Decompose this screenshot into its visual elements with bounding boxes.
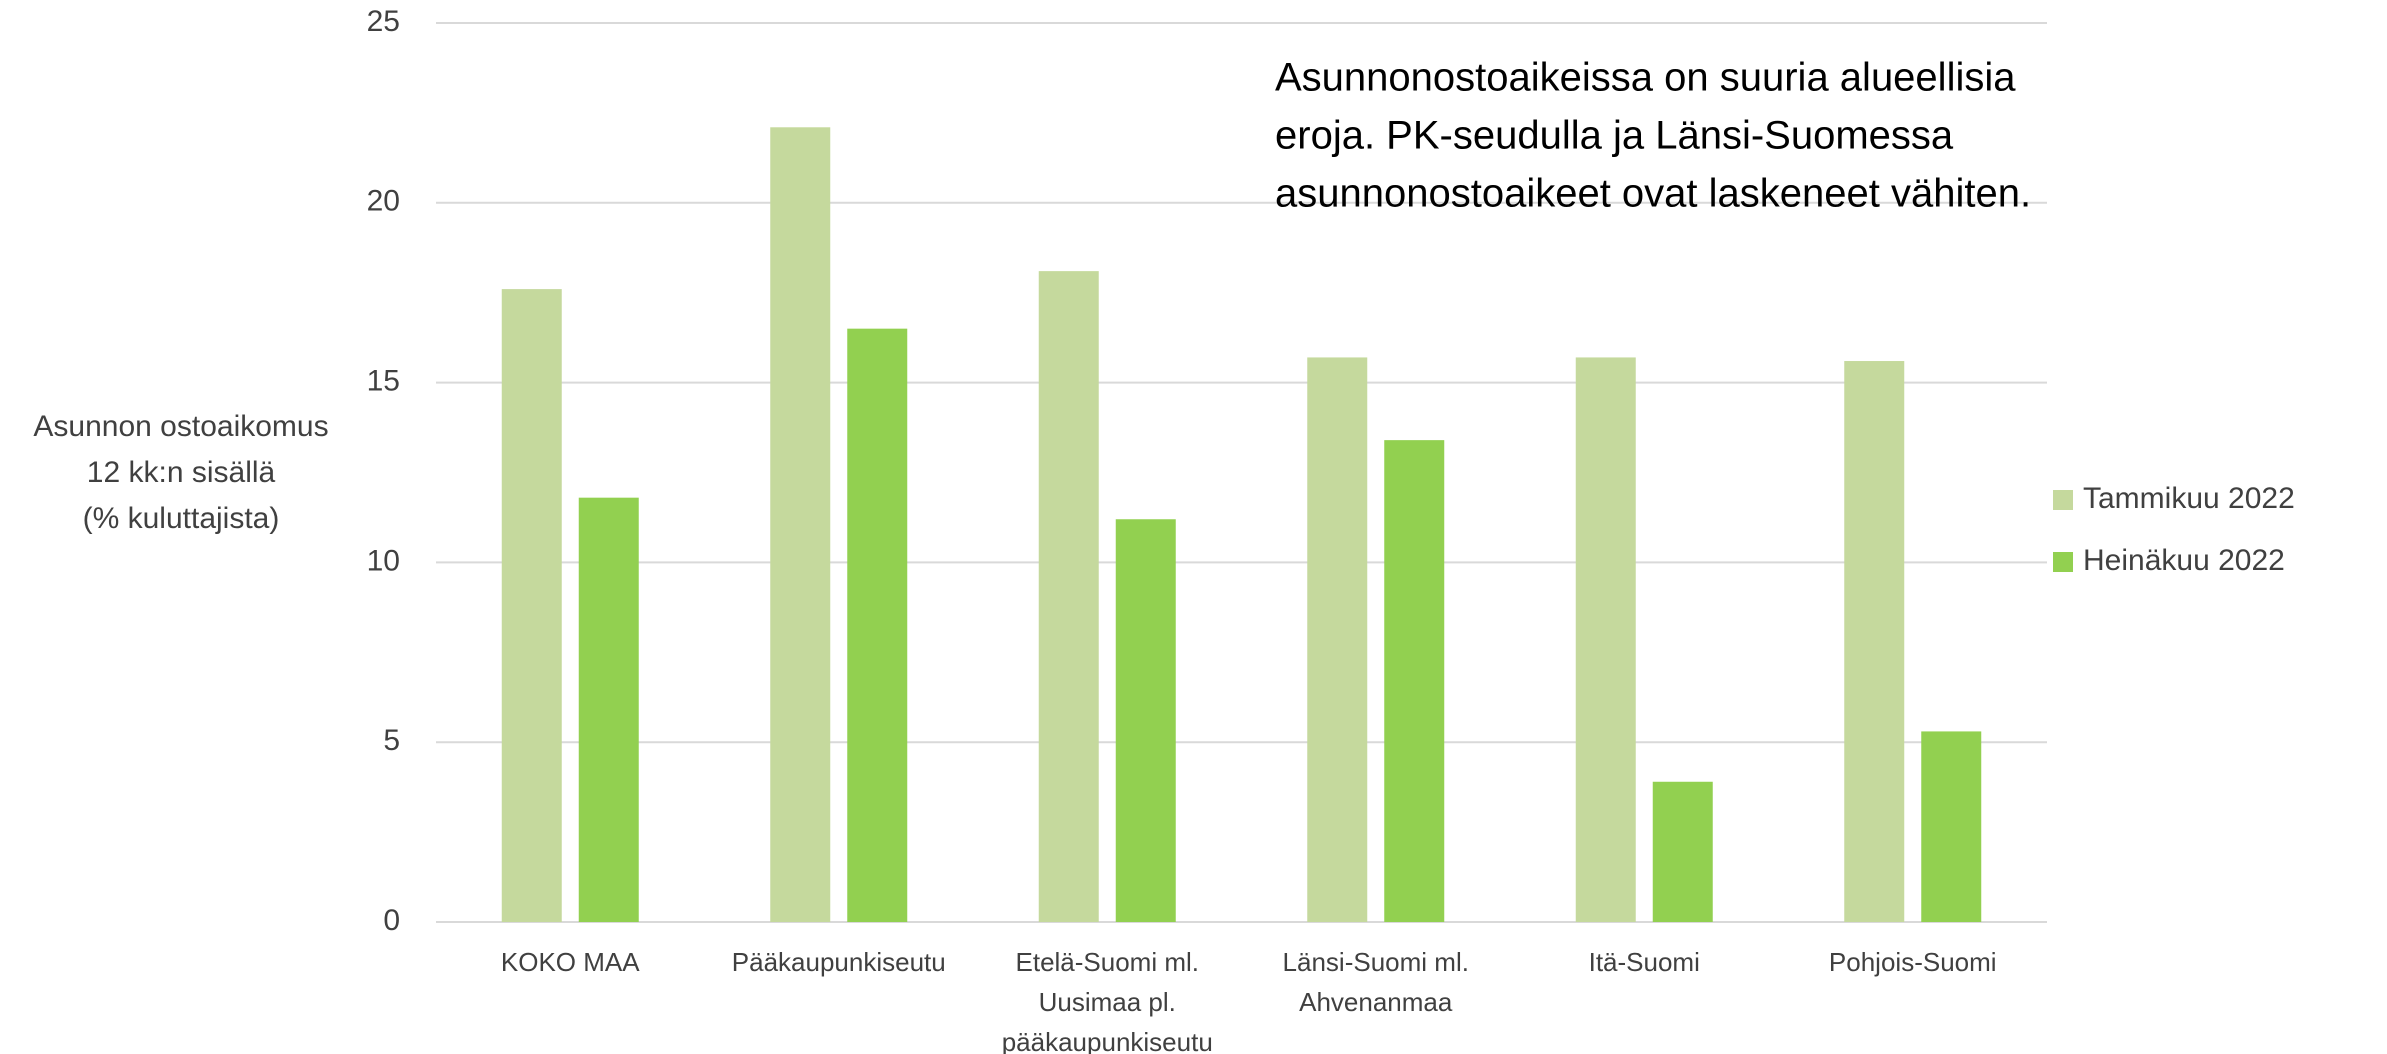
annotation: Asunnonostoaikeissa on suuria alueellisi… <box>1275 56 2016 100</box>
legend-label: Heinäkuu 2022 <box>2083 544 2285 577</box>
y-tick-label: 25 <box>367 5 400 38</box>
legend-label: Tammikuu 2022 <box>2083 482 2295 515</box>
bar <box>770 127 831 922</box>
x-tick-label: KOKO MAA <box>501 947 640 977</box>
annotation: asunnonostoaikeet ovat laskeneet vähiten… <box>1275 172 2031 216</box>
bar <box>1844 361 1905 922</box>
y-axis-label: Asunnon ostoaikomus <box>33 410 328 443</box>
bar <box>1652 781 1713 922</box>
bar <box>1384 440 1445 922</box>
x-tick-label: Ahvenanmaa <box>1299 987 1453 1017</box>
x-tick-label: Etelä-Suomi ml. <box>1016 947 1200 977</box>
bar <box>501 289 562 922</box>
bar <box>1575 357 1636 923</box>
x-tick-label: Länsi-Suomi ml. <box>1283 947 1469 977</box>
bar <box>1038 271 1099 922</box>
x-tick-label: Pääkaupunkiseutu <box>732 947 946 977</box>
y-axis-label: 12 kk:n sisällä <box>87 456 276 489</box>
y-tick-label: 20 <box>367 185 400 218</box>
bar <box>578 497 639 922</box>
bar <box>1307 357 1368 923</box>
bar <box>1921 731 1982 922</box>
legend-swatch <box>2053 490 2073 510</box>
y-tick-label: 0 <box>383 904 400 937</box>
x-tick-label: pääkaupunkiseutu <box>1002 1027 1213 1054</box>
y-tick-label: 5 <box>383 724 400 757</box>
y-tick-label: 10 <box>367 544 400 577</box>
annotation: eroja. PK-seudulla ja Länsi-Suomessa <box>1275 114 1954 158</box>
y-axis-label: (% kuluttajista) <box>83 502 280 535</box>
bar <box>1115 519 1176 922</box>
legend-swatch <box>2053 552 2073 572</box>
x-tick-label: Uusimaa pl. <box>1039 987 1176 1017</box>
y-tick-label: 15 <box>367 365 400 398</box>
x-tick-label: Itä-Suomi <box>1589 947 1700 977</box>
bar <box>847 328 908 922</box>
x-tick-label: Pohjois-Suomi <box>1829 947 1997 977</box>
